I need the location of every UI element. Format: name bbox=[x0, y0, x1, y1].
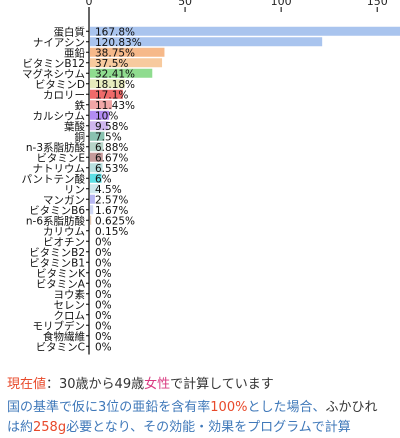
calc-note-text: で計算しています bbox=[170, 377, 274, 392]
approx-text: は約 bbox=[7, 420, 33, 435]
value-label: 0% bbox=[95, 341, 112, 353]
content-rate-text: 100% bbox=[210, 400, 247, 415]
bar-0 bbox=[90, 27, 400, 36]
category-label: ビタミンC bbox=[36, 341, 85, 353]
bar-18 bbox=[90, 216, 91, 225]
bar-17 bbox=[90, 205, 93, 214]
standard-text: 国の基準で仮に3位の亜鉛を含有率 bbox=[7, 400, 210, 415]
footer-line-1: 現在値：30歳から49歳女性で計算しています bbox=[7, 375, 400, 395]
gender-text: 女性 bbox=[144, 377, 170, 392]
current-value-label: 現在値 bbox=[7, 377, 46, 392]
assumption-text: とした場合、 bbox=[247, 400, 325, 415]
efficacy-text: 必要となり、その効能・効果をプログラムで計算 bbox=[66, 420, 351, 435]
x-tick-label: 100 bbox=[271, 0, 292, 8]
x-tick-label: 0 bbox=[86, 0, 93, 8]
amount-text: 258g bbox=[33, 420, 66, 435]
footer-line-3: は約258g必要となり、その効能・効果をプログラムで計算 bbox=[7, 418, 400, 438]
footer-line-2: 国の基準で仮に3位の亜鉛を含有率100%とした場合、ふかひれ bbox=[7, 398, 400, 418]
x-tick-label: 150 bbox=[367, 0, 388, 8]
age-range-text: ：30歳から49歳 bbox=[46, 377, 144, 392]
x-tick-label: 50 bbox=[178, 0, 192, 8]
food-name-text: ふかひれ bbox=[325, 400, 377, 415]
